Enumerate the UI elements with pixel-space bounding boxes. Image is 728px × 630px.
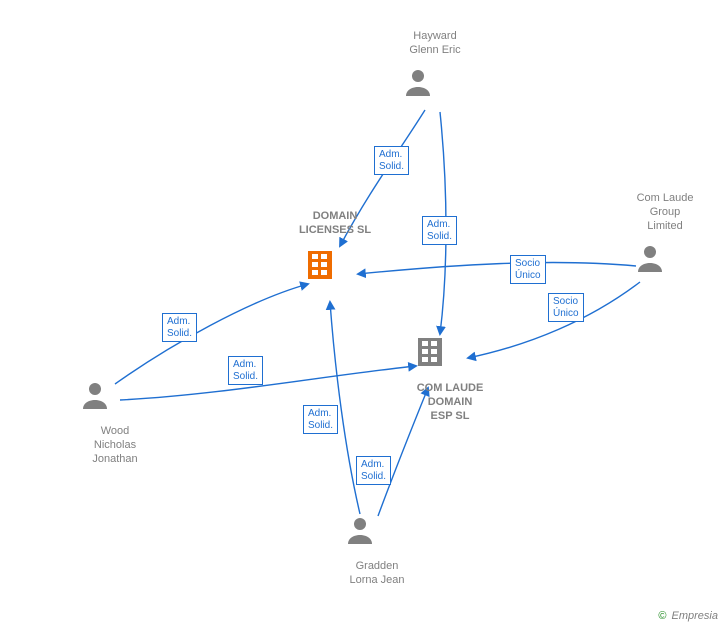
edge-label: Adm. Solid. bbox=[422, 216, 457, 245]
edge-label: Adm. Solid. bbox=[374, 146, 409, 175]
edge-label: Socio Único bbox=[510, 255, 546, 284]
person-icon bbox=[83, 383, 107, 409]
person-icon bbox=[638, 246, 662, 272]
node-label: COM LAUDE DOMAIN ESP SL bbox=[400, 382, 500, 423]
person-icon bbox=[406, 70, 430, 96]
node-label: Gradden Lorna Jean bbox=[332, 560, 422, 588]
edge-label: Adm. Solid. bbox=[228, 356, 263, 385]
edge-label: Adm. Solid. bbox=[162, 313, 197, 342]
person-icon bbox=[348, 518, 372, 544]
node-label: DOMAIN LICENSES SL bbox=[270, 210, 400, 238]
edge-label: Adm. Solid. bbox=[356, 456, 391, 485]
edge-label: Socio Único bbox=[548, 293, 584, 322]
building-icon bbox=[308, 251, 332, 279]
diagram-canvas: Adm. Solid. Adm. Solid. Socio ÚnicoSocio Ú… bbox=[0, 0, 728, 630]
watermark-text: Empresia bbox=[672, 610, 718, 622]
node-label: Wood Nicholas Jonathan bbox=[75, 425, 155, 466]
copyright-icon: © bbox=[658, 610, 666, 622]
watermark: © Empresia bbox=[658, 610, 718, 622]
edge-label: Adm. Solid. bbox=[303, 405, 338, 434]
node-label: Com Laude Group Limited bbox=[620, 192, 710, 233]
node-label: Hayward Glenn Eric bbox=[395, 30, 475, 58]
icons-layer bbox=[0, 0, 728, 630]
building-icon bbox=[418, 338, 442, 366]
